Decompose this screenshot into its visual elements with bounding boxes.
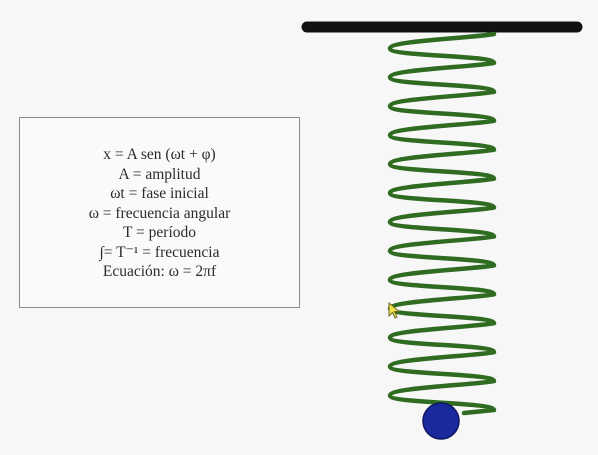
position-equation: x = A sen (ωt + φ) bbox=[103, 146, 216, 163]
angular-frequency-equation: Ecuación: ω = 2πf bbox=[102, 263, 217, 280]
mouse-cursor-icon bbox=[388, 302, 401, 319]
formula-panel: x = A sen (ωt + φ) A = amplitud ωt = fas… bbox=[19, 117, 300, 308]
period-definition: T = período bbox=[122, 224, 197, 241]
mass-ball bbox=[422, 402, 460, 440]
frequency-definition: ∫= T⁻¹ = frecuencia bbox=[99, 243, 220, 261]
amplitude-definition: A = amplitud bbox=[118, 165, 201, 183]
angular-frequency-definition: ω = frecuencia angular bbox=[88, 204, 231, 222]
spring-coil bbox=[387, 31, 497, 416]
phase-definition: ωt = fase inicial bbox=[110, 185, 209, 202]
